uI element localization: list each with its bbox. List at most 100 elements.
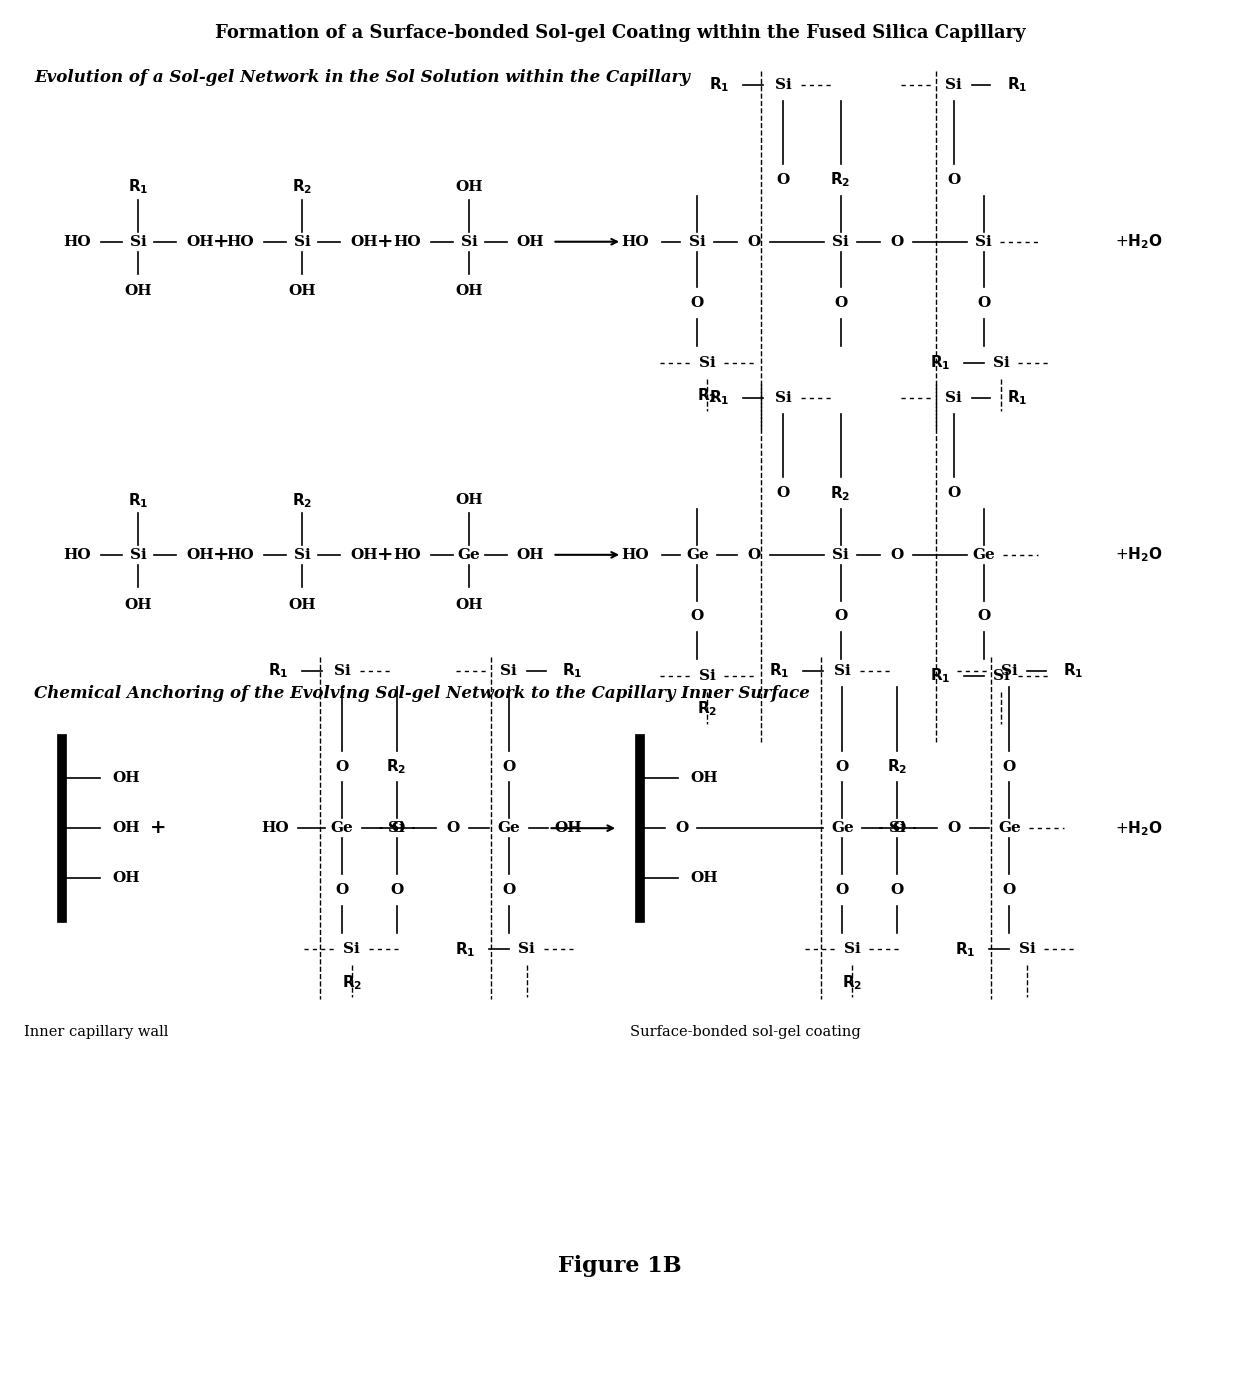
Text: +: + [212, 545, 229, 563]
Text: Si: Si [518, 943, 534, 956]
Text: HO: HO [63, 548, 91, 562]
Text: OH: OH [517, 235, 544, 249]
Text: Si: Si [835, 664, 851, 678]
Text: O: O [502, 760, 516, 774]
Text: Si: Si [775, 78, 791, 91]
Text: O: O [947, 173, 960, 187]
Text: +: + [377, 545, 394, 563]
Text: Si: Si [832, 548, 849, 562]
Text: HO: HO [227, 235, 254, 249]
Text: HO: HO [227, 548, 254, 562]
Text: OH: OH [350, 235, 377, 249]
Text: $\mathbf{R_1}$: $\mathbf{R_1}$ [1007, 75, 1028, 94]
Text: $\mathbf{R_2}$: $\mathbf{R_2}$ [697, 699, 718, 718]
Text: Ge: Ge [831, 821, 854, 835]
Text: Si: Si [294, 235, 310, 249]
Text: $\mathbf{R_1}$: $\mathbf{R_1}$ [455, 940, 475, 959]
Text: Ge: Ge [972, 548, 994, 562]
Text: $\mathbf{R_1}$: $\mathbf{R_1}$ [268, 662, 289, 681]
Text: $\mathbf{R_2}$: $\mathbf{R_2}$ [697, 386, 718, 406]
Text: Formation of a Surface-bonded Sol-gel Coating within the Fused Silica Capillary: Formation of a Surface-bonded Sol-gel Co… [215, 24, 1025, 42]
Text: O: O [977, 609, 991, 623]
Text: Ge: Ge [497, 821, 520, 835]
Text: O: O [833, 609, 847, 623]
Text: $\mathbf{R_1}$: $\mathbf{R_1}$ [128, 177, 149, 197]
Text: O: O [890, 235, 904, 249]
Text: $\mathbf{R_1}$: $\mathbf{R_1}$ [128, 491, 149, 509]
Text: Si: Si [1001, 664, 1018, 678]
Text: OH: OH [113, 871, 140, 884]
Text: O: O [893, 821, 905, 835]
Text: +: + [377, 233, 394, 251]
Text: Ge: Ge [998, 821, 1021, 835]
Text: $\mathbf{R_2}$: $\mathbf{R_2}$ [842, 973, 863, 991]
Text: HO: HO [393, 235, 422, 249]
Text: Si: Si [501, 664, 517, 678]
Text: HO: HO [393, 548, 422, 562]
Text: Si: Si [294, 548, 310, 562]
Text: $\mathbf{R_1}$: $\mathbf{R_1}$ [769, 662, 789, 681]
Text: OH: OH [124, 285, 153, 299]
Text: +: + [212, 233, 229, 251]
Text: $\mathbf{R_1}$: $\mathbf{R_1}$ [562, 662, 583, 681]
Text: HO: HO [621, 548, 649, 562]
Text: Inner capillary wall: Inner capillary wall [24, 1026, 169, 1039]
Text: Si: Si [832, 235, 849, 249]
Text: O: O [691, 296, 704, 310]
Text: Si: Si [130, 548, 146, 562]
Text: O: O [691, 609, 704, 623]
Text: O: O [890, 548, 904, 562]
Text: O: O [389, 883, 403, 897]
Text: Si: Si [775, 390, 791, 404]
Text: O: O [335, 883, 348, 897]
Text: Surface-bonded sol-gel coating: Surface-bonded sol-gel coating [630, 1026, 861, 1039]
Text: Chemical Anchoring of the Evolving Sol-gel Network to the Capillary Inner Surfac: Chemical Anchoring of the Evolving Sol-g… [33, 685, 810, 703]
Text: Figure 1B: Figure 1B [558, 1254, 682, 1276]
Text: O: O [335, 760, 348, 774]
Text: +: + [150, 819, 166, 837]
Text: O: O [748, 548, 760, 562]
Text: OH: OH [691, 871, 718, 884]
Text: $\mathbf{R_2}$: $\mathbf{R_2}$ [341, 973, 362, 991]
Text: OH: OH [124, 598, 153, 612]
Text: HO: HO [63, 235, 91, 249]
Text: O: O [446, 821, 460, 835]
Text: OH: OH [289, 285, 316, 299]
Text: Si: Si [130, 235, 146, 249]
Text: $\mathbf{R_2}$: $\mathbf{R_2}$ [291, 491, 312, 509]
Text: O: O [502, 883, 516, 897]
Text: $+ \mathbf{H_2O}$: $+ \mathbf{H_2O}$ [1115, 819, 1162, 837]
Text: OH: OH [455, 493, 482, 507]
Text: OH: OH [455, 180, 482, 194]
Text: Ge: Ge [686, 548, 709, 562]
Text: O: O [776, 173, 790, 187]
Text: Si: Si [334, 664, 350, 678]
Text: $\mathbf{R_2}$: $\mathbf{R_2}$ [291, 177, 312, 197]
Text: $\mathbf{R_2}$: $\mathbf{R_2}$ [831, 484, 851, 502]
Text: $\mathbf{R_2}$: $\mathbf{R_2}$ [831, 170, 851, 190]
Text: Si: Si [975, 235, 992, 249]
Text: $+ \mathbf{H_2O}$: $+ \mathbf{H_2O}$ [1115, 233, 1162, 251]
Text: Evolution of a Sol-gel Network in the Sol Solution within the Capillary: Evolution of a Sol-gel Network in the So… [33, 69, 689, 86]
Text: Si: Si [993, 356, 1009, 370]
Text: Si: Si [945, 78, 962, 91]
Text: $\mathbf{R_2}$: $\mathbf{R_2}$ [387, 757, 407, 776]
Text: Si: Si [945, 390, 962, 404]
Text: OH: OH [113, 821, 140, 835]
Text: OH: OH [186, 235, 213, 249]
Text: OH: OH [186, 548, 213, 562]
Text: Si: Si [460, 235, 477, 249]
Text: Si: Si [699, 668, 715, 684]
Text: Si: Si [388, 821, 405, 835]
Text: Si: Si [699, 356, 715, 370]
Text: O: O [1003, 760, 1016, 774]
Text: $\mathbf{R_1}$: $\mathbf{R_1}$ [709, 75, 729, 94]
Text: O: O [890, 883, 904, 897]
Text: $\mathbf{R_1}$: $\mathbf{R_1}$ [1063, 662, 1084, 681]
Text: $\mathbf{R_1}$: $\mathbf{R_1}$ [930, 667, 950, 685]
Text: Si: Si [1019, 943, 1035, 956]
Text: Si: Si [343, 943, 360, 956]
Text: HO: HO [621, 235, 649, 249]
Text: O: O [977, 296, 991, 310]
Text: Si: Si [889, 821, 905, 835]
